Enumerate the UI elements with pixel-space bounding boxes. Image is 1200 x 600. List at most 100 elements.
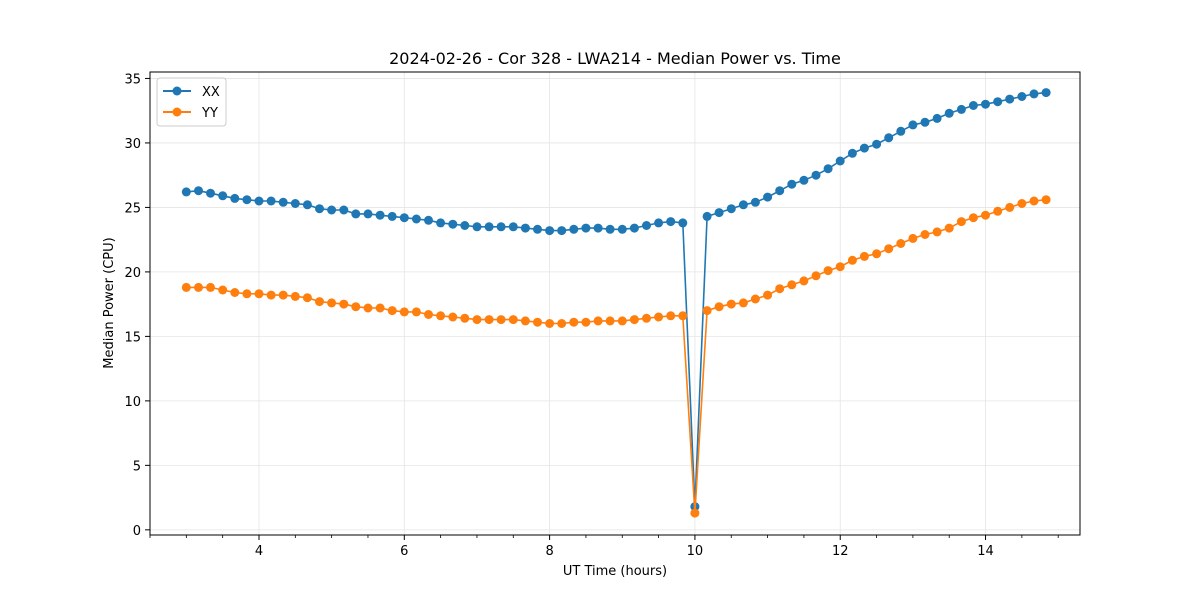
plot-area [181, 88, 1051, 518]
series-xx [181, 88, 1051, 512]
data-point-yy [714, 302, 724, 312]
data-point-yy [302, 293, 312, 303]
x-tick-label: 4 [255, 544, 263, 559]
data-point-yy [278, 290, 288, 300]
data-point-yy [787, 280, 797, 290]
data-point-yy [968, 213, 978, 223]
data-point-yy [581, 317, 591, 327]
data-point-yy [569, 317, 579, 327]
data-point-yy [218, 285, 228, 295]
data-point-yy [424, 310, 433, 319]
data-point-xx [811, 170, 821, 180]
data-point-yy [750, 294, 760, 304]
data-point-xx [290, 199, 300, 208]
data-point-yy [436, 311, 446, 321]
data-point-xx [605, 224, 615, 234]
data-point-yy [956, 217, 966, 227]
legend-label-xx: XX [202, 85, 220, 100]
data-point-xx [981, 99, 990, 109]
y-tick-label: 10 [124, 395, 141, 410]
data-point-yy [1029, 196, 1039, 206]
data-point-xx [230, 193, 240, 203]
data-point-yy [327, 298, 337, 308]
data-point-xx [206, 188, 215, 198]
data-point-xx [520, 223, 530, 233]
data-point-xx [702, 211, 712, 221]
data-point-yy [448, 312, 458, 322]
data-point-xx [181, 187, 191, 197]
data-point-yy [266, 290, 276, 300]
data-point-yy [1005, 202, 1015, 212]
data-point-xx [266, 196, 276, 206]
data-point-yy [642, 313, 651, 323]
data-point-xx [726, 204, 736, 214]
data-point-xx [714, 208, 724, 218]
data-point-yy [411, 307, 421, 317]
data-point-xx [884, 133, 894, 143]
data-point-xx [387, 211, 397, 221]
data-point-yy [545, 319, 555, 328]
data-point-xx [629, 223, 639, 233]
data-point-yy [932, 227, 942, 237]
data-point-yy [315, 297, 324, 307]
data-point-xx [315, 204, 324, 214]
data-point-xx [859, 143, 869, 153]
data-point-xx [847, 148, 857, 158]
data-point-xx [302, 200, 312, 210]
data-point-yy [254, 289, 264, 299]
data-point-yy [387, 306, 397, 316]
data-point-xx [218, 191, 228, 201]
y-tick-label: 20 [124, 266, 141, 281]
data-point-yy [944, 223, 954, 233]
data-point-yy [557, 319, 567, 328]
data-point-yy [702, 306, 712, 316]
data-point-xx [533, 224, 542, 234]
data-point-xx [799, 175, 809, 185]
data-point-xx [484, 222, 494, 232]
data-point-yy [194, 282, 203, 292]
x-tick-label: 8 [545, 544, 553, 559]
data-point-xx [363, 209, 373, 219]
data-point-xx [339, 205, 349, 215]
data-point-yy [654, 312, 664, 322]
data-point-xx [678, 218, 688, 228]
data-point-yy [884, 244, 894, 254]
data-point-xx [508, 222, 518, 232]
data-point-xx [1029, 89, 1039, 99]
data-point-xx [351, 209, 361, 219]
data-point-xx [278, 197, 288, 207]
data-point-xx [327, 205, 337, 215]
data-point-yy [375, 303, 385, 313]
data-point-xx [920, 117, 930, 127]
data-point-yy [835, 262, 845, 272]
y-tick-label: 35 [124, 72, 141, 87]
data-point-yy [726, 299, 736, 309]
data-point-xx [411, 214, 421, 224]
data-point-xx [956, 104, 966, 114]
data-point-yy [666, 311, 676, 321]
data-point-yy [629, 315, 639, 325]
data-point-yy [775, 284, 785, 294]
y-tick-label: 15 [124, 330, 141, 345]
axis-ticks: 4 6 8 10 12 14 0 5 10 15 20 25 30 35 [124, 72, 1059, 559]
data-point-yy [242, 289, 252, 299]
data-point-xx [763, 192, 773, 202]
data-point-xx [472, 222, 482, 232]
series-yy [181, 195, 1051, 518]
legend: XX YY [156, 77, 227, 127]
chart-title: 2024-02-26 - Cor 328 - LWA214 - Median P… [389, 49, 841, 68]
data-point-yy [1017, 199, 1027, 208]
legend-marker-xx [172, 86, 182, 96]
data-point-xx [242, 195, 252, 205]
data-point-yy [763, 290, 773, 300]
data-point-yy [605, 316, 615, 326]
data-point-xx [581, 223, 591, 233]
data-point-yy [363, 303, 373, 313]
axes-frame [149, 71, 1081, 536]
data-point-yy [799, 276, 809, 286]
data-point-xx [750, 197, 760, 207]
data-point-yy [859, 251, 869, 261]
data-point-xx [424, 215, 433, 225]
data-point-yy [1041, 195, 1051, 205]
